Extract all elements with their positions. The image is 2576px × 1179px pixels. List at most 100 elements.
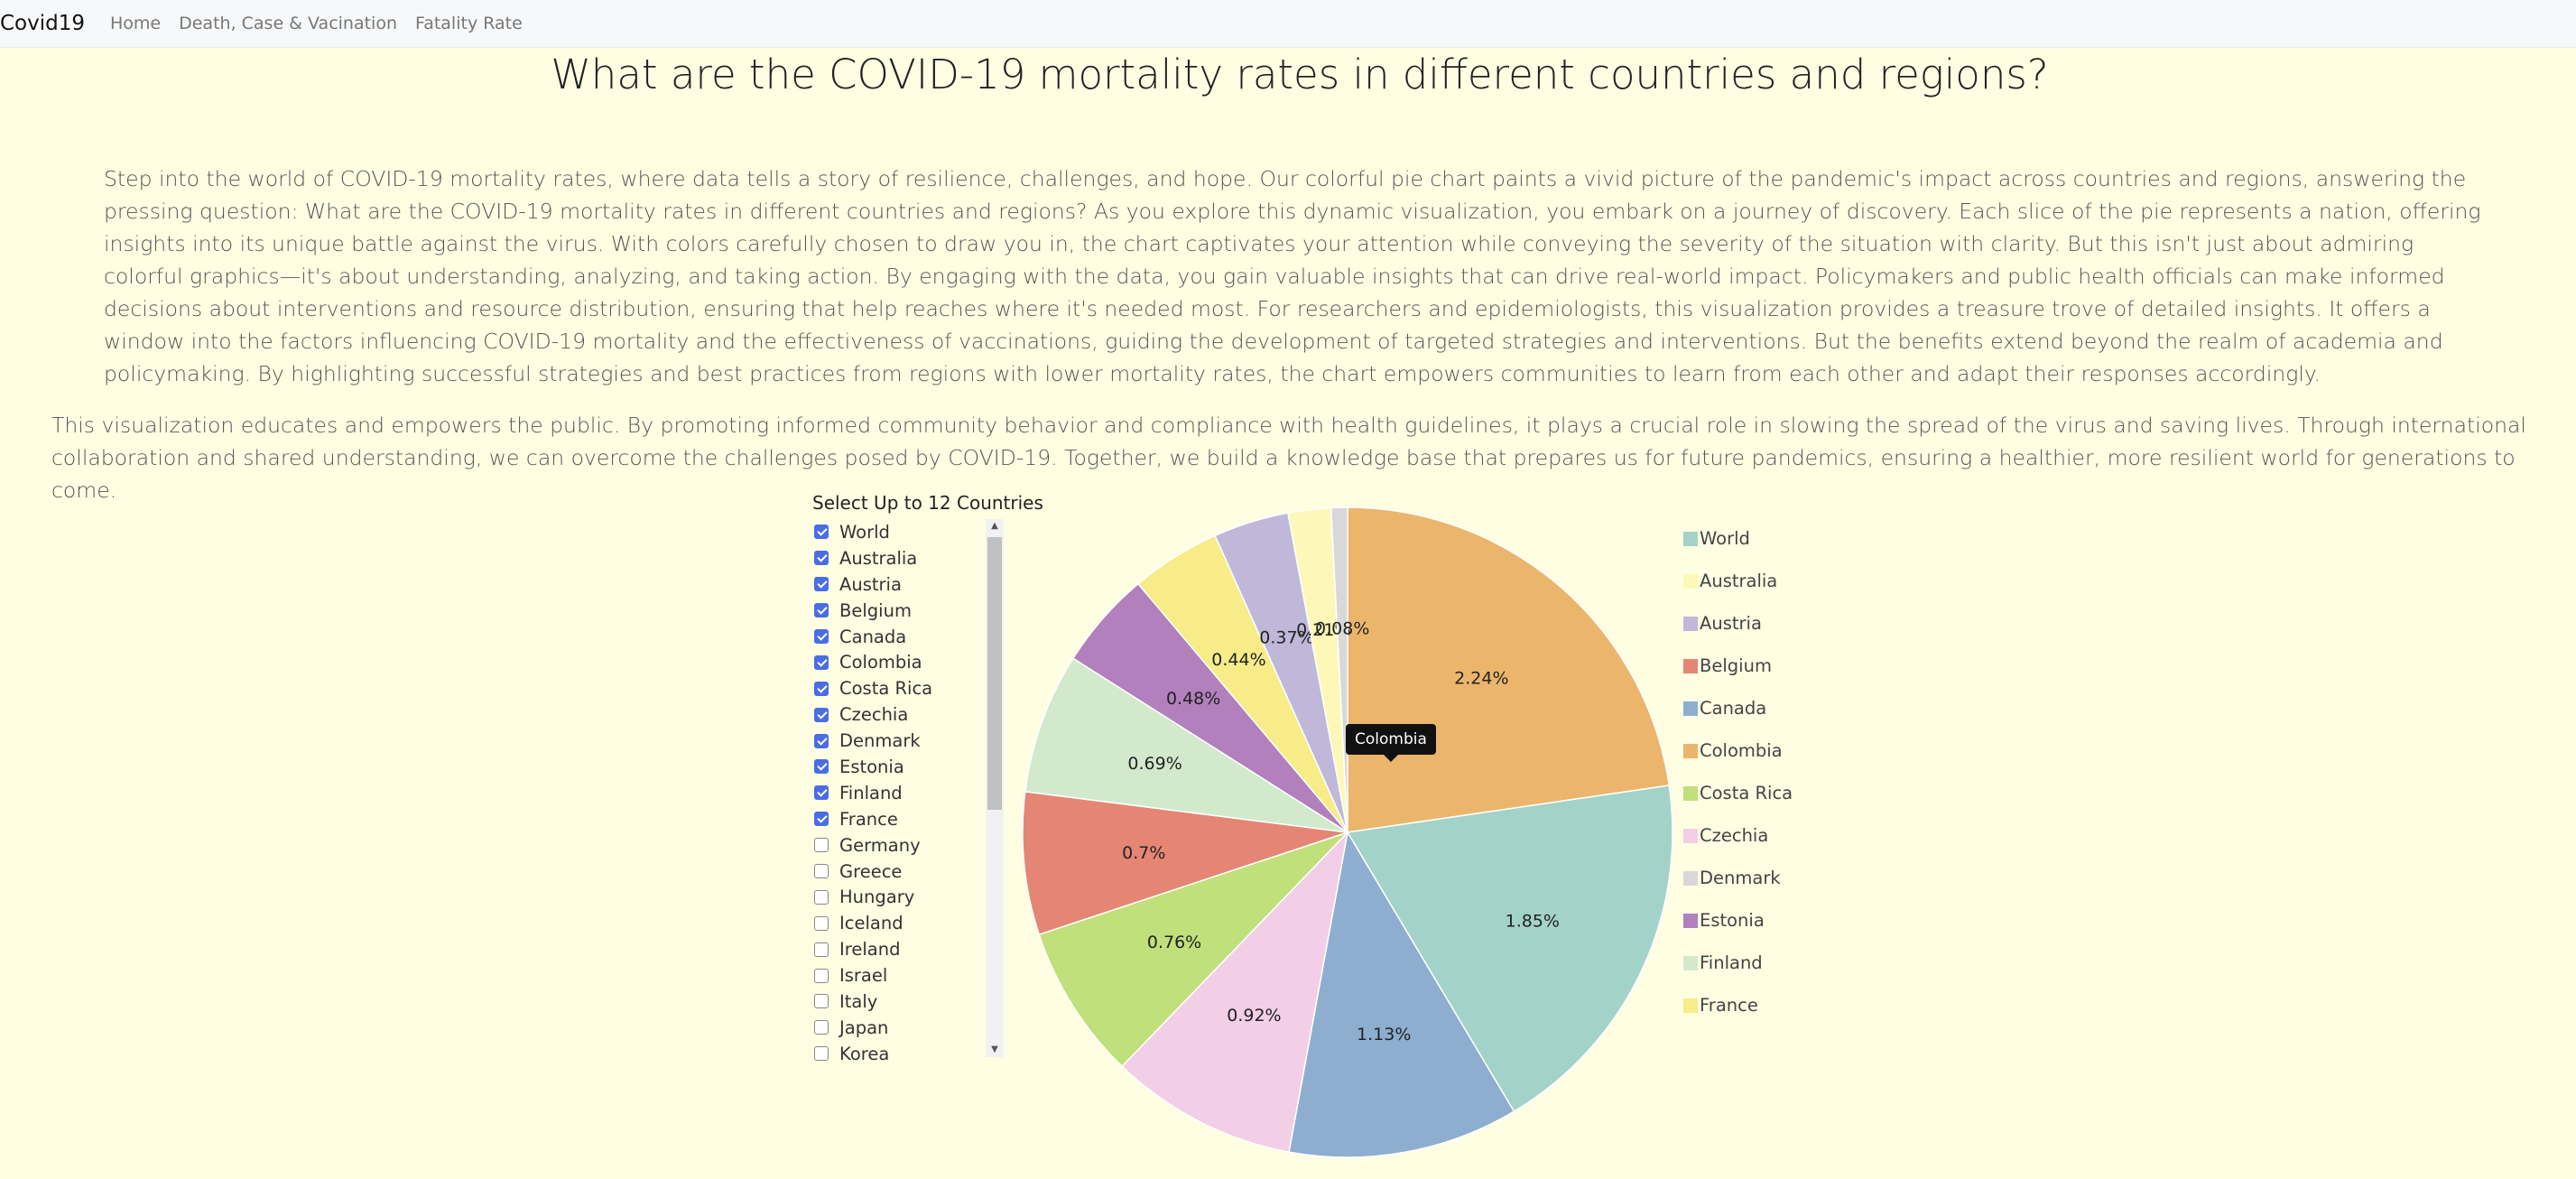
selector-title: Select Up to 12 Countries xyxy=(812,492,1043,514)
country-checkbox[interactable] xyxy=(814,942,829,957)
country-label: Greece xyxy=(839,860,903,882)
country-checkbox[interactable] xyxy=(814,603,829,618)
country-label: Estonia xyxy=(839,756,904,777)
legend-swatch xyxy=(1683,785,1698,801)
pie-slice-denmark[interactable] xyxy=(1330,506,1348,833)
legend-item-colombia[interactable]: Colombia xyxy=(1683,729,1793,772)
country-checkbox[interactable] xyxy=(814,889,829,905)
country-checkbox[interactable] xyxy=(814,812,829,827)
legend-item-czechia[interactable]: Czechia xyxy=(1683,814,1793,857)
legend-swatch xyxy=(1683,701,1698,716)
country-option-germany[interactable]: Germany xyxy=(811,832,991,859)
country-checkbox[interactable] xyxy=(814,838,829,853)
pie-slice-belgium[interactable] xyxy=(1022,791,1348,936)
legend-item-denmark[interactable]: Denmark xyxy=(1683,857,1793,899)
legend-item-estonia[interactable]: Estonia xyxy=(1683,899,1793,942)
pie-slice-finland[interactable] xyxy=(1024,657,1348,833)
pie-slice-czechia[interactable] xyxy=(1121,830,1349,1153)
country-option-estonia[interactable]: Estonia xyxy=(811,754,991,780)
country-option-austria[interactable]: Austria xyxy=(811,571,991,598)
country-checkbox[interactable] xyxy=(814,968,829,983)
country-checkbox[interactable] xyxy=(814,551,829,566)
pie-label-finland: 0.69% xyxy=(1127,754,1181,774)
country-list-scrollbar[interactable]: ▲ ▼ xyxy=(986,519,1004,1057)
country-option-belgium[interactable]: Belgium xyxy=(811,598,991,624)
country-checkbox[interactable] xyxy=(814,785,829,801)
country-checkbox[interactable] xyxy=(814,525,829,540)
country-option-israel[interactable]: Israel xyxy=(811,962,991,989)
legend-label: Czechia xyxy=(1700,825,1769,846)
nav-link-death-case-vaccination[interactable]: Death, Case & Vacination xyxy=(179,14,398,33)
country-label: Ireland xyxy=(839,939,901,961)
country-option-australia[interactable]: Australia xyxy=(811,545,991,571)
pie-label-world: 1.85% xyxy=(1506,911,1560,931)
country-option-denmark[interactable]: Denmark xyxy=(811,728,991,754)
country-option-korea[interactable]: Korea xyxy=(811,1041,991,1067)
mortality-pie-chart: 2.24% 1.85% 1.13% 0.92% 0.76% 0.7% 0.69% 0.48% 0… xyxy=(1022,506,1673,1158)
country-checkbox[interactable] xyxy=(814,759,829,775)
country-label: Japan xyxy=(839,1017,889,1038)
intro-paragraph: Step into the world of COVID-19 mortalit… xyxy=(104,166,2481,386)
pie-slice-costa-rica[interactable] xyxy=(1038,831,1348,1068)
pie-label-austria: 0.37% xyxy=(1259,627,1313,647)
country-label: France xyxy=(839,808,898,830)
country-label: Korea xyxy=(839,1043,890,1064)
legend-item-france[interactable]: France xyxy=(1683,984,1793,1026)
legend-item-world[interactable]: World xyxy=(1683,517,1793,560)
legend-label: Canada xyxy=(1700,698,1767,719)
country-option-canada[interactable]: Canada xyxy=(811,624,991,650)
country-checkbox[interactable] xyxy=(814,707,829,722)
country-checkbox[interactable] xyxy=(814,577,829,592)
legend-item-finland[interactable]: Finland xyxy=(1683,942,1793,984)
legend-item-austria[interactable]: Austria xyxy=(1683,602,1793,645)
country-option-czechia[interactable]: Czechia xyxy=(811,701,991,728)
country-checkbox[interactable] xyxy=(814,681,829,696)
country-label: Finland xyxy=(839,782,903,803)
nav-link-fatality-rate[interactable]: Fatality Rate xyxy=(415,14,523,33)
country-label: Italy xyxy=(839,990,878,1012)
country-label: Israel xyxy=(839,965,888,987)
legend-swatch xyxy=(1683,998,1698,1013)
scroll-down-arrow-icon[interactable]: ▼ xyxy=(991,1044,998,1054)
country-option-greece[interactable]: Greece xyxy=(811,859,991,885)
country-checkbox[interactable] xyxy=(814,654,829,670)
legend-label: Finland xyxy=(1700,952,1763,973)
country-checkbox[interactable] xyxy=(814,1020,829,1035)
pie-label-costa-rica: 0.76% xyxy=(1147,933,1201,952)
country-option-italy[interactable]: Italy xyxy=(811,989,991,1015)
legend-item-canada[interactable]: Canada xyxy=(1683,687,1793,729)
country-option-colombia[interactable]: Colombia xyxy=(811,649,991,675)
country-selector: Select Up to 12 Countries World Australia… xyxy=(811,492,1043,1064)
brand-logo[interactable]: Covid19 xyxy=(0,12,85,35)
legend-item-belgium[interactable]: Belgium xyxy=(1683,645,1793,687)
country-option-ireland[interactable]: Ireland xyxy=(811,936,991,962)
legend-item-australia[interactable]: Australia xyxy=(1683,560,1793,602)
nav-link-home[interactable]: Home xyxy=(110,14,162,33)
pie-slice-canada[interactable] xyxy=(1288,830,1515,1158)
country-option-iceland[interactable]: Iceland xyxy=(811,910,991,936)
country-option-finland[interactable]: Finland xyxy=(811,780,991,806)
pie-slice-world[interactable] xyxy=(1346,784,1673,1113)
country-label: World xyxy=(839,521,890,543)
scrollbar-thumb[interactable] xyxy=(987,537,1002,810)
country-option-hungary[interactable]: Hungary xyxy=(811,884,991,910)
legend-swatch xyxy=(1683,573,1698,589)
legend-swatch xyxy=(1683,743,1698,758)
country-option-japan[interactable]: Japan xyxy=(811,1015,991,1041)
country-option-world[interactable]: World xyxy=(811,519,991,545)
country-label: Iceland xyxy=(839,913,903,934)
country-option-france[interactable]: France xyxy=(811,806,991,832)
country-checkbox[interactable] xyxy=(814,629,829,644)
country-checkbox[interactable] xyxy=(814,915,829,931)
scroll-up-arrow-icon[interactable]: ▲ xyxy=(991,521,998,531)
country-checkbox[interactable] xyxy=(814,864,829,879)
country-checkbox[interactable] xyxy=(814,994,829,1009)
legend-swatch xyxy=(1683,913,1698,928)
pie-label-colombia: 2.24% xyxy=(1454,668,1508,688)
country-checkbox[interactable] xyxy=(814,1046,829,1062)
country-label: Costa Rica xyxy=(839,678,933,700)
legend-item-costa-rica[interactable]: Costa Rica xyxy=(1683,772,1793,814)
country-checkbox[interactable] xyxy=(814,733,829,748)
country-label: Hungary xyxy=(839,887,915,908)
country-option-costa-rica[interactable]: Costa Rica xyxy=(811,675,991,701)
